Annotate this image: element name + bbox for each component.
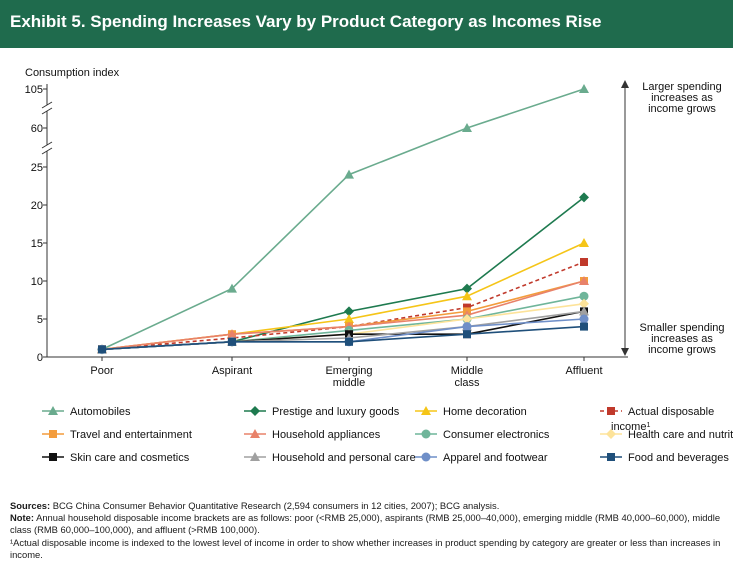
legend-marker-travel-and-entertainment xyxy=(49,430,57,438)
legend-marker-apparel-and-footwear xyxy=(421,452,431,462)
axis-break-mark xyxy=(41,147,53,155)
axis-break-mark xyxy=(41,141,53,149)
data-point-automobiles xyxy=(579,84,589,93)
y-axis-label: Consumption index xyxy=(25,67,120,79)
legend-label-actual-disposable-income: Actual disposable xyxy=(628,406,714,418)
legend-label-consumer-electronics: Consumer electronics xyxy=(443,429,550,441)
y-tick-label: 25 xyxy=(31,162,43,174)
note-label: Note: xyxy=(10,512,34,524)
legend-footnote-mark: 1 xyxy=(646,422,650,429)
data-point-food-and-beverages xyxy=(228,337,236,346)
data-point-household-and-personal-care xyxy=(579,306,589,316)
legend-marker-home-decoration xyxy=(421,406,431,415)
sources-note: Sources: BCG China Consumer Behavior Qua… xyxy=(10,500,728,512)
series-line-home-decoration xyxy=(101,242,585,351)
data-point-home-decoration xyxy=(579,238,589,247)
legend-label-apparel-and-footwear: Apparel and footwear xyxy=(443,452,548,464)
direction-arrow-head-down xyxy=(621,348,629,356)
sources-label: Sources: xyxy=(10,500,51,511)
legend-label-food-and-beverages: Food and beverages xyxy=(628,452,729,464)
legend-marker-household-and-personal-care xyxy=(250,452,260,461)
y-tick-label: 5 xyxy=(37,314,43,326)
legend-marker-consumer-electronics xyxy=(421,429,431,439)
data-point-automobiles xyxy=(227,283,237,293)
y-tick-label: 105 xyxy=(25,84,43,96)
data-point-prestige-and-luxury-goods xyxy=(344,306,354,317)
annotation-larger-increases: Larger spending increases as income grows xyxy=(642,81,722,115)
data-point-actual-disposable-income xyxy=(580,258,588,266)
data-point-food-and-beverages xyxy=(98,345,106,354)
data-point-food-and-beverages xyxy=(463,330,471,339)
data-point-automobiles xyxy=(462,123,472,132)
legend-marker-prestige-and-luxury-goods xyxy=(250,406,260,416)
sources-text: BCG China Consumer Behavior Quantitative… xyxy=(52,500,500,511)
legend-label-automobiles: Automobiles xyxy=(70,406,131,418)
axis-break-gap-lower xyxy=(42,145,52,151)
line-chart: Consumption index 0 5 10 15 20 25 60 105 Poor Aspi… xyxy=(25,67,733,464)
annotation-smaller-increases: Smaller spending increases as income grows xyxy=(640,322,725,356)
direction-arrow-head-up xyxy=(621,80,629,88)
data-point-automobiles xyxy=(344,169,354,179)
data-point-home-decoration xyxy=(344,314,354,323)
legend-label-travel-and-entertainment: Travel and entertainment xyxy=(70,429,192,441)
legend-label-health-care-and-nutrition: Health care and nutrition xyxy=(628,429,733,441)
note-text: Annual household disposable income brack… xyxy=(10,512,721,536)
y-tick-label: 20 xyxy=(31,200,43,212)
data-point-home-decoration xyxy=(462,291,472,301)
legend-label-household-and-personal-care: Household and personal care xyxy=(272,452,416,464)
data-point-household-appliances xyxy=(579,276,589,285)
y-tick-label: 60 xyxy=(31,123,43,135)
x-tick-label-affluent: Affluent xyxy=(565,365,602,377)
x-tick-label-aspirant: Aspirant xyxy=(212,365,252,377)
data-point-health-care-and-nutrition xyxy=(579,298,589,309)
axis-break-mark xyxy=(41,101,53,109)
data-point-apparel-and-footwear xyxy=(579,314,589,324)
y-tick-label: 10 xyxy=(31,276,43,288)
legend-marker-actual-disposable-income xyxy=(607,407,615,415)
legend-marker-automobiles xyxy=(48,406,58,415)
data-point-health-care-and-nutrition xyxy=(462,314,472,324)
data-point-apparel-and-footwear xyxy=(462,322,472,332)
footnote-1: ¹Actual disposable income is indexed to … xyxy=(10,536,721,560)
footnotes: Sources: BCG China Consumer Behavior Qua… xyxy=(10,500,728,561)
legend-label-skin-care-and-cosmetics: Skin care and cosmetics xyxy=(70,452,190,464)
data-point-food-and-beverages xyxy=(345,337,353,346)
y-tick-label: 15 xyxy=(31,238,43,250)
data-point-food-and-beverages xyxy=(580,322,588,331)
legend-label-household-appliances: Household appliances xyxy=(272,429,381,441)
header-bar: Exhibit 5. Spending Increases Vary by Pr… xyxy=(0,0,733,48)
legend-label-home-decoration: Home decoration xyxy=(443,406,527,418)
x-tick-label-emerging-middle: Emerging middle xyxy=(325,365,372,389)
legend-marker-skin-care-and-cosmetics xyxy=(49,453,57,461)
axis-break-mark xyxy=(41,107,53,115)
legend-label-prestige-and-luxury-goods: Prestige and luxury goods xyxy=(272,406,400,418)
data-point-consumer-electronics xyxy=(579,291,589,301)
y-tick-label: 0 xyxy=(37,352,43,364)
exhibit-title: Exhibit 5. Spending Increases Vary by Pr… xyxy=(10,12,602,31)
x-tick-label-middle-class: Middle class xyxy=(451,365,483,389)
legend-marker-food-and-beverages xyxy=(607,453,615,461)
legend-marker-household-appliances xyxy=(250,429,260,438)
data-point-household-appliances xyxy=(227,329,237,339)
data-point-prestige-and-luxury-goods xyxy=(462,283,472,294)
legend-marker-health-care-and-nutrition xyxy=(606,429,616,439)
income-note: Note: Annual household disposable income… xyxy=(10,512,728,536)
data-point-prestige-and-luxury-goods xyxy=(579,192,589,203)
legend-label-actual-disposable-income-cont: income1 xyxy=(611,421,650,433)
axis-break-gap-upper xyxy=(42,105,52,111)
x-tick-label-poor: Poor xyxy=(90,365,114,377)
